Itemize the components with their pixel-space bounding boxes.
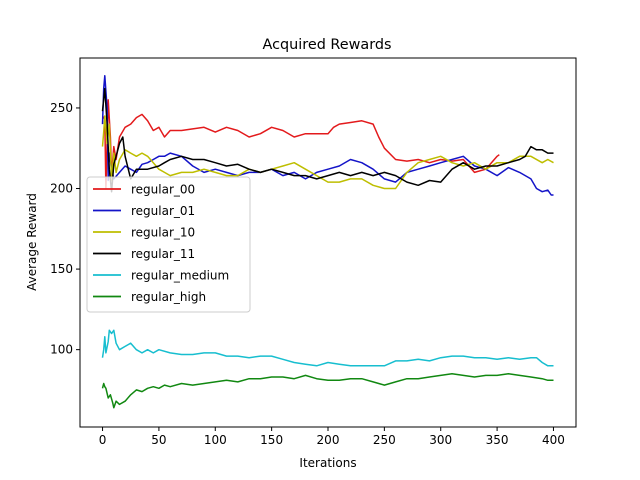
x-axis-label: Iterations	[299, 456, 356, 470]
series-line-regular-high	[101, 373, 554, 409]
series-line-regular-medium	[101, 329, 554, 367]
chart-title: Acquired Rewards	[262, 37, 391, 53]
plot-area	[101, 74, 554, 409]
y-tick-label: 250	[50, 101, 73, 115]
x-tick-label: 200	[317, 433, 340, 447]
legend-label: regular_high	[131, 290, 206, 304]
x-tick-label: 150	[260, 433, 283, 447]
legend-label: regular_01	[131, 204, 195, 218]
legend-label: regular_medium	[131, 269, 229, 283]
y-axis: 100 150 200 250	[50, 101, 80, 357]
x-axis: 0 50 100 150 200 250 300 350 400	[99, 427, 565, 447]
x-tick-label: 300	[429, 433, 452, 447]
y-axis-label: Average Reward	[25, 193, 39, 291]
series-line-regular-11	[101, 87, 554, 193]
x-tick-label: 0	[99, 433, 107, 447]
legend-label: regular_10	[131, 226, 195, 240]
x-tick-label: 50	[151, 433, 166, 447]
x-tick-label: 400	[542, 433, 565, 447]
x-tick-label: 100	[204, 433, 227, 447]
legend: regular_00 regular_01 regular_10 regular_11…	[86, 176, 251, 313]
y-tick-label: 200	[50, 182, 73, 196]
y-tick-label: 150	[50, 262, 73, 276]
y-tick-label: 100	[50, 343, 73, 357]
legend-label: regular_00	[131, 183, 195, 197]
legend-box	[86, 176, 251, 313]
legend-label: regular_11	[131, 247, 195, 261]
x-tick-label: 250	[373, 433, 396, 447]
series-line-regular-00	[101, 99, 500, 190]
x-tick-label: 350	[486, 433, 509, 447]
